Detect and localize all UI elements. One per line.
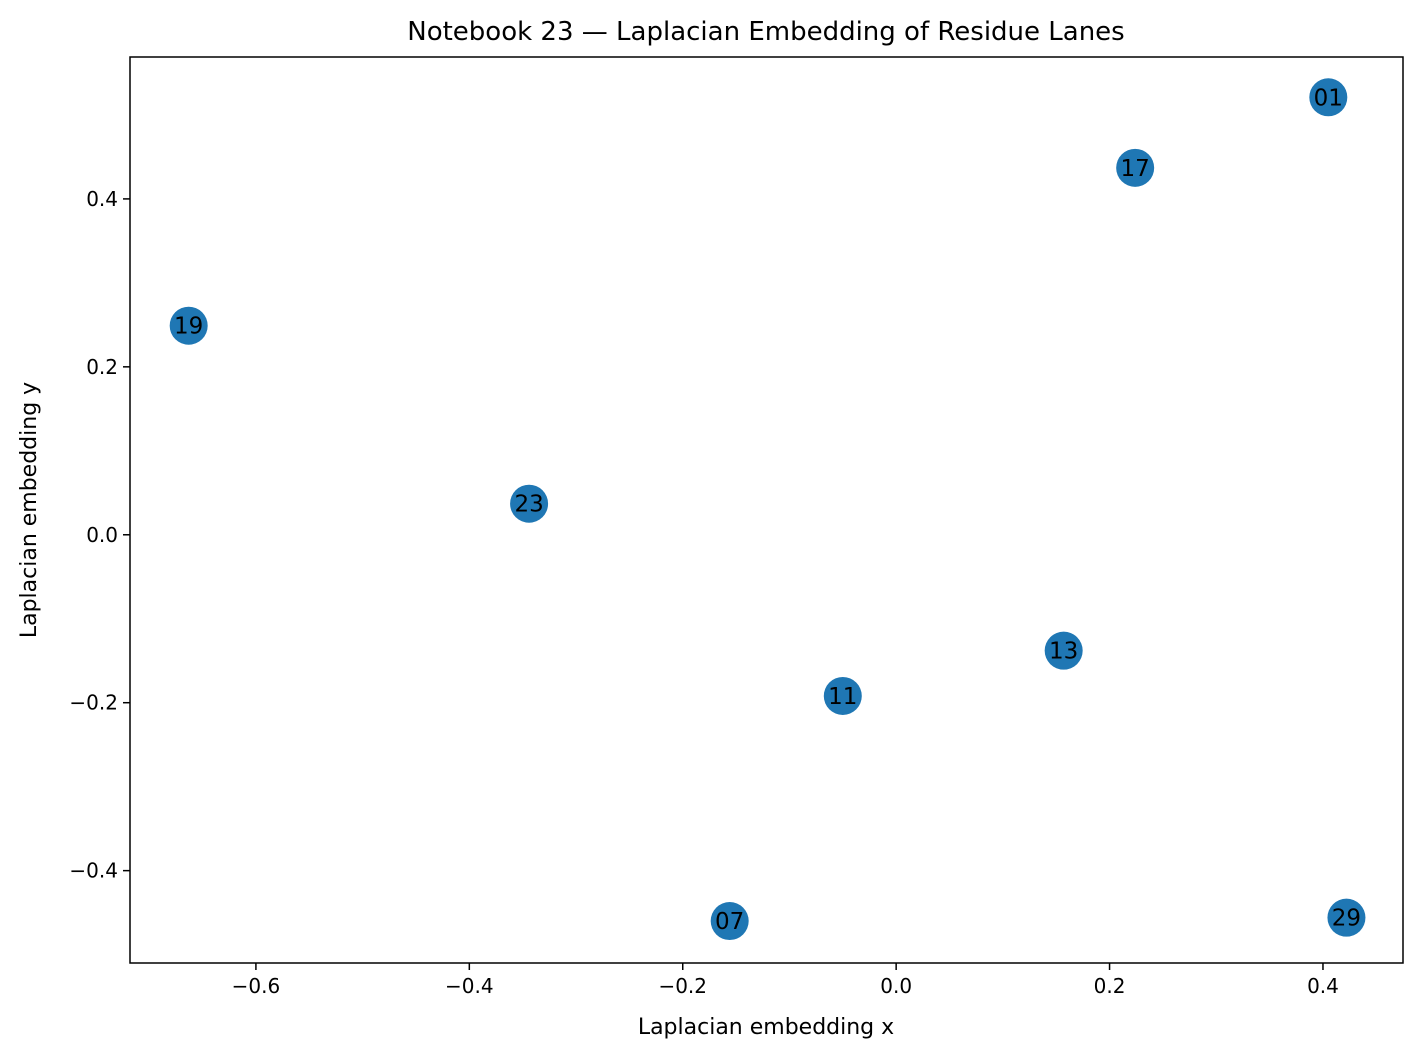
x-tick-label: −0.4	[445, 974, 494, 998]
x-tick-label: 0.4	[1307, 974, 1339, 998]
y-axis-label: Laplacian embedding y	[17, 382, 42, 638]
point-label: 11	[828, 684, 857, 710]
chart-title: Notebook 23 — Laplacian Embedding of Res…	[407, 17, 1124, 47]
x-tick-label: 0.2	[1094, 974, 1126, 998]
point-label: 29	[1332, 906, 1361, 932]
y-tick-label: 0.2	[86, 355, 118, 379]
point	[1044, 631, 1083, 670]
x-tick-label: −0.2	[658, 974, 707, 998]
plot-frame	[129, 56, 1404, 964]
x-tick-label: −0.6	[232, 974, 281, 998]
point	[169, 306, 208, 345]
y-tick-label: −0.2	[69, 691, 118, 715]
point-label: 13	[1049, 639, 1078, 665]
point-label: 07	[715, 909, 744, 935]
point	[710, 902, 749, 941]
point-label: 17	[1121, 156, 1150, 182]
y-tick-label: −0.4	[69, 859, 118, 883]
x-tick-label: 0.0	[880, 974, 912, 998]
point	[510, 484, 549, 523]
y-tick-label: 0.0	[86, 523, 118, 547]
y-tick-label: 0.4	[86, 187, 118, 211]
point	[1309, 78, 1348, 117]
point-label: 01	[1314, 85, 1343, 111]
x-axis-label: Laplacian embedding x	[638, 1015, 894, 1040]
point-label: 23	[514, 492, 543, 518]
point-label: 19	[174, 314, 203, 340]
point	[1327, 898, 1366, 937]
point	[1116, 148, 1155, 187]
point	[823, 676, 862, 715]
